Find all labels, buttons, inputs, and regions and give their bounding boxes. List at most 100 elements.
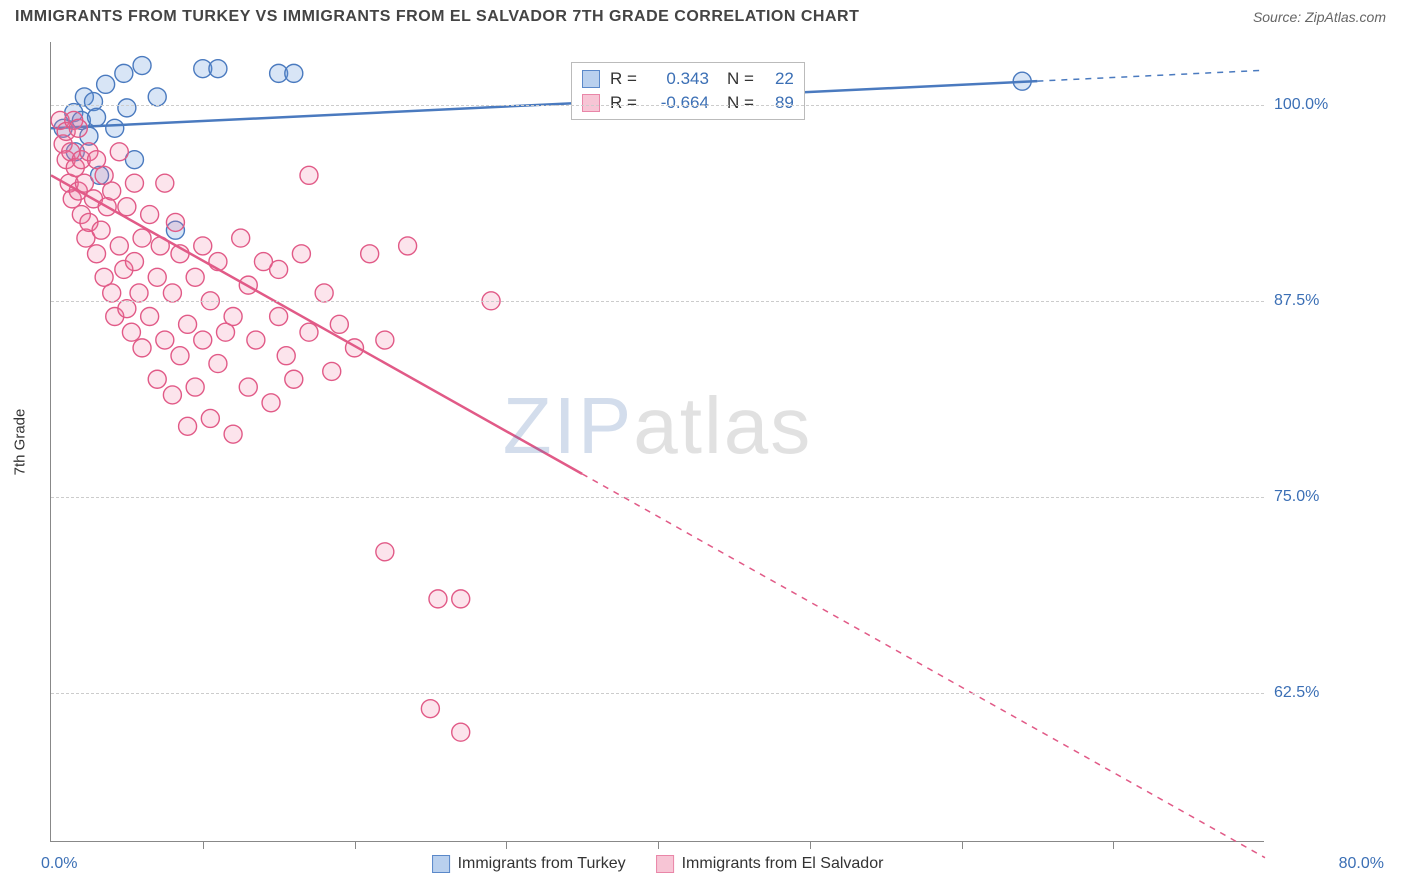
legend-item: Immigrants from Turkey — [432, 855, 626, 873]
y-axis-label: 7th Grade — [12, 409, 29, 476]
data-point — [224, 425, 242, 443]
data-point — [452, 723, 470, 741]
data-point — [376, 543, 394, 561]
n-value: 89 — [764, 93, 794, 113]
data-point — [133, 229, 151, 247]
bottom-legend: Immigrants from Turkey Immigrants from El… — [432, 855, 884, 873]
data-point — [186, 268, 204, 286]
data-point — [285, 370, 303, 388]
r-legend-row: R = -0.664 N = 89 — [582, 91, 794, 115]
legend-swatch-icon — [656, 855, 674, 873]
data-point — [300, 166, 318, 184]
x-tick — [203, 841, 204, 849]
n-label: N = — [727, 69, 754, 89]
data-point — [115, 64, 133, 82]
n-value: 22 — [764, 69, 794, 89]
legend-item: Immigrants from El Salvador — [656, 855, 884, 873]
data-point — [179, 417, 197, 435]
data-point — [315, 284, 333, 302]
r-value: 0.343 — [647, 69, 709, 89]
data-point — [163, 284, 181, 302]
plot-area: ZIPatlas R =0.343N =22R =-0.664N =89 0.0… — [50, 42, 1264, 842]
data-point — [130, 284, 148, 302]
data-point — [110, 143, 128, 161]
data-point — [92, 221, 110, 239]
y-tick-label: 75.0% — [1274, 488, 1384, 506]
x-left-label: 0.0% — [41, 855, 77, 873]
data-point — [285, 64, 303, 82]
data-point — [141, 308, 159, 326]
data-point — [88, 245, 106, 263]
data-point — [133, 339, 151, 357]
data-point — [103, 182, 121, 200]
y-tick-label: 62.5% — [1274, 684, 1384, 702]
data-point — [247, 331, 265, 349]
data-point — [118, 300, 136, 318]
r-legend-row: R =0.343N =22 — [582, 67, 794, 91]
legend-label: Immigrants from El Salvador — [682, 855, 884, 873]
data-point — [106, 119, 124, 137]
data-point — [330, 315, 348, 333]
data-point — [148, 268, 166, 286]
x-right-label: 80.0% — [1339, 855, 1384, 873]
trend-line-dashed — [582, 474, 1265, 858]
data-point — [209, 355, 227, 373]
data-point — [103, 284, 121, 302]
data-point — [148, 370, 166, 388]
r-legend-box: R = 0.343 N = 22R = -0.664 N = 89 — [571, 62, 805, 120]
data-point — [186, 378, 204, 396]
data-point — [110, 237, 128, 255]
data-point — [209, 60, 227, 78]
source-label: Source: ZipAtlas.com — [1253, 9, 1386, 25]
data-point — [262, 394, 280, 412]
data-point — [194, 331, 212, 349]
plot-svg — [51, 42, 1265, 842]
data-point — [399, 237, 417, 255]
data-point — [118, 99, 136, 117]
data-point — [156, 174, 174, 192]
legend-swatch-icon — [582, 94, 600, 112]
data-point — [376, 331, 394, 349]
legend-swatch-icon — [582, 70, 600, 88]
data-point — [148, 88, 166, 106]
x-tick — [810, 841, 811, 849]
data-point — [232, 229, 250, 247]
data-point — [122, 323, 140, 341]
data-point — [125, 174, 143, 192]
data-point — [97, 75, 115, 93]
chart-header: IMMIGRANTS FROM TURKEY VS IMMIGRANTS FRO… — [0, 0, 1406, 34]
gridline-h — [51, 105, 1264, 106]
x-tick — [506, 841, 507, 849]
plot-container: 7th Grade ZIPatlas R =0.343N =22R =-0.66… — [50, 42, 1390, 842]
gridline-h — [51, 497, 1264, 498]
y-tick-label: 87.5% — [1274, 292, 1384, 310]
data-point — [141, 206, 159, 224]
data-point — [277, 347, 295, 365]
data-point — [88, 108, 106, 126]
data-point — [179, 315, 197, 333]
data-point — [300, 323, 318, 341]
n-label: N = — [727, 93, 754, 113]
data-point — [171, 347, 189, 365]
data-point — [224, 308, 242, 326]
data-point — [292, 245, 310, 263]
r-value: -0.664 — [647, 93, 709, 113]
data-point — [166, 213, 184, 231]
data-point — [163, 386, 181, 404]
legend-label: Immigrants from Turkey — [458, 855, 626, 873]
data-point — [156, 331, 174, 349]
gridline-h — [51, 301, 1264, 302]
chart-title: IMMIGRANTS FROM TURKEY VS IMMIGRANTS FRO… — [15, 8, 859, 26]
data-point — [323, 362, 341, 380]
data-point — [239, 378, 257, 396]
data-point — [84, 93, 102, 111]
x-tick — [658, 841, 659, 849]
data-point — [429, 590, 447, 608]
data-point — [421, 700, 439, 718]
data-point — [452, 590, 470, 608]
r-label: R = — [610, 93, 637, 113]
data-point — [125, 253, 143, 271]
trend-line-dashed — [1037, 70, 1265, 81]
data-point — [69, 119, 87, 137]
data-point — [361, 245, 379, 263]
